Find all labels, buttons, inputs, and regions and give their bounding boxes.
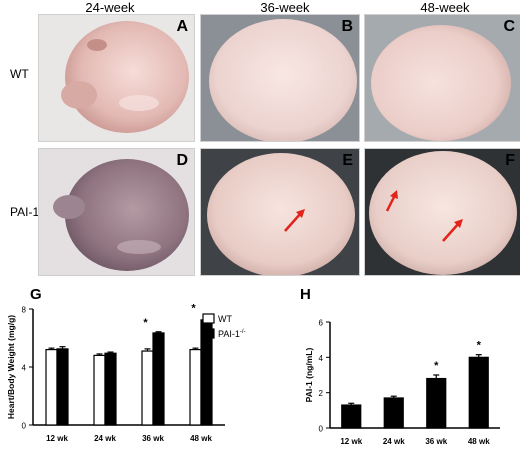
heart-photo-d	[53, 159, 189, 271]
bar-wt	[45, 348, 58, 426]
x-tick-label: 48 wk	[468, 437, 490, 446]
heart-photo-e	[201, 149, 359, 275]
chart-letter-h: H	[300, 286, 311, 303]
y-tick-label: 0	[22, 422, 27, 431]
bar-wt	[93, 354, 106, 426]
heart-photo-b	[201, 15, 359, 141]
photo-panel-a: A	[38, 14, 195, 142]
bar-wt	[189, 348, 202, 426]
significance-marker: *	[191, 302, 196, 314]
x-tick-label: 12 wk	[340, 437, 362, 446]
x-tick-label: 36 wk	[425, 437, 447, 446]
photo-panel-e: E	[200, 148, 360, 276]
y-tick-label: 4	[319, 354, 324, 363]
x-tick-label: 24 wk	[94, 434, 116, 443]
bar-pai	[341, 404, 362, 429]
y-axis-label: Heart/Body Weight (mg/g)	[6, 315, 16, 419]
y-tick-label: 2	[319, 389, 324, 398]
significance-marker: *	[143, 317, 148, 329]
panel-letter-b: B	[341, 18, 353, 35]
arrow-f1-line	[385, 194, 397, 212]
legend-label-wt: WT	[218, 314, 232, 324]
x-tick-label: 36 wk	[142, 434, 164, 443]
arrow-e-head	[296, 209, 305, 218]
photo-panel-f: F	[364, 148, 520, 276]
legend-label-pai-sup: -/-	[240, 329, 246, 335]
heart-photo-c	[365, 15, 520, 141]
bar-wt	[141, 350, 154, 426]
legend-swatch-pai	[202, 328, 215, 339]
x-tick-label: 24 wk	[383, 437, 405, 446]
column-header-48-week: 48-week	[420, 0, 470, 15]
arrow-f1-head	[390, 190, 398, 199]
heart-photo-a	[61, 21, 189, 133]
panel-letter-f: F	[505, 152, 515, 169]
bar-pai	[56, 348, 69, 426]
y-tick-label: 6	[319, 319, 324, 328]
row-label-pai-base: PAI-1	[10, 205, 40, 219]
arrow-e-line	[284, 212, 302, 232]
x-tick-label: 48 wk	[190, 434, 212, 443]
column-header-36-week: 36-week	[260, 0, 310, 15]
photo-panel-d: D	[38, 148, 195, 276]
heart-photo-f	[365, 149, 520, 275]
significance-marker: *	[477, 340, 482, 352]
y-tick-label: 0	[319, 425, 324, 434]
significance-marker: *	[434, 360, 439, 372]
panel-letter-c: C	[503, 18, 515, 35]
bar-pai	[426, 377, 447, 429]
row-label-wt: WT	[10, 67, 29, 81]
y-axis-label: PAI-1 (ng/mL)	[304, 348, 314, 403]
panel-letter-a: A	[176, 18, 188, 35]
x-tick-label: 12 wk	[46, 434, 68, 443]
arrow-f2-head	[454, 219, 463, 228]
y-tick-label: 8	[22, 306, 27, 315]
panel-letter-d: D	[176, 152, 188, 169]
bar-pai	[104, 352, 117, 426]
bar-pai	[152, 332, 165, 426]
y-tick-label: 4	[22, 364, 27, 373]
photo-panel-b: B	[200, 14, 360, 142]
chart-g: 0 4 8 Heart/Body Weight (mg/g) 12 wk 24 wk 36 …	[6, 302, 246, 443]
legend-swatch-wt	[202, 313, 215, 324]
panel-letter-e: E	[342, 152, 353, 169]
arrow-f2-line	[442, 222, 460, 242]
bar-pai	[468, 356, 489, 429]
chart-letter-g: G	[30, 286, 42, 303]
bar-pai	[383, 397, 404, 429]
photo-panel-c: C	[364, 14, 520, 142]
chart-h: 0 2 4 6 PAI-1 (ng/mL) 12 wk 24 wk 36 wk * 48 wk *	[304, 319, 500, 446]
legend-label-pai: PAI-1-/-	[218, 329, 246, 339]
column-header-24-week: 24-week	[85, 0, 135, 15]
